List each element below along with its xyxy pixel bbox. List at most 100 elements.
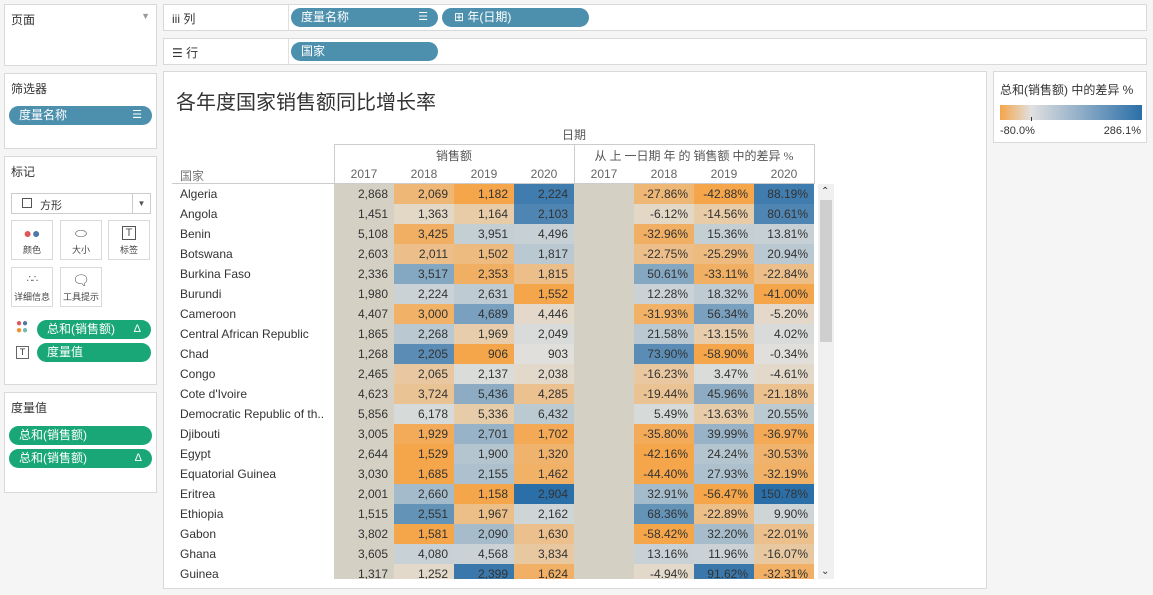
color-legend[interactable]: 总和(销售额) 中的差异 % -80.0% 286.1% [993,71,1147,143]
sales-cell[interactable]: 4,407 [334,304,394,324]
sales-cell[interactable]: 2,065 [394,364,454,384]
table-row[interactable]: Eritrea 2,001 2,660 1,158 2,904 32.91% -56.47%… [172,484,814,504]
sales-cell[interactable]: 2,011 [394,244,454,264]
table-row[interactable]: Ethiopia 1,515 2,551 1,967 2,162 68.36% -22.89… [172,504,814,524]
diff-cell[interactable] [574,264,634,284]
table-row[interactable]: Benin 5,108 3,425 3,951 4,496 -32.96% 15.36% 13… [172,224,814,244]
sales-cell[interactable]: 3,605 [334,544,394,564]
sales-cell[interactable]: 3,517 [394,264,454,284]
diff-cell[interactable] [574,244,634,264]
sales-cell[interactable]: 1,182 [454,184,514,204]
sales-cell[interactable]: 3,802 [334,524,394,544]
table-row[interactable]: Burkina Faso 2,336 3,517 2,353 1,815 50.61% -3… [172,264,814,284]
diff-cell[interactable]: 50.61% [634,264,694,284]
sales-cell[interactable]: 2,353 [454,264,514,284]
diff-cell[interactable]: -22.84% [754,264,814,284]
diff-cell[interactable]: 68.36% [634,504,694,524]
sales-cell[interactable]: 6,432 [514,404,574,424]
diff-cell[interactable] [574,464,634,484]
columns-shelf[interactable]: iii 列 度量名称 ☰ ⊞ 年(日期) [163,4,1147,31]
vertical-scrollbar[interactable]: ⌃ ⌄ [818,184,834,579]
diff-cell[interactable]: -16.23% [634,364,694,384]
diff-cell[interactable] [574,504,634,524]
diff-cell[interactable]: -32.96% [634,224,694,244]
diff-cell[interactable]: 4.02% [754,324,814,344]
sales-cell[interactable]: 4,568 [454,544,514,564]
detail-button[interactable]: ∴∴ 详细信息 [11,267,53,307]
sales-cell[interactable]: 2,155 [454,464,514,484]
sales-cell[interactable]: 1,980 [334,284,394,304]
sales-cell[interactable]: 1,158 [454,484,514,504]
diff-cell[interactable]: 13.81% [754,224,814,244]
pages-card[interactable]: 页面 ▼ [4,4,157,66]
sales-cell[interactable]: 2,631 [454,284,514,304]
diff-cell[interactable]: -25.29% [694,244,754,264]
sales-cell[interactable]: 3,425 [394,224,454,244]
diff-cell[interactable] [574,484,634,504]
diff-cell[interactable] [574,284,634,304]
sales-cell[interactable]: 5,108 [334,224,394,244]
diff-cell[interactable]: -16.07% [754,544,814,564]
diff-cell[interactable] [574,524,634,544]
diff-cell[interactable] [574,444,634,464]
sales-cell[interactable]: 2,644 [334,444,394,464]
sales-cell[interactable]: 2,603 [334,244,394,264]
diff-cell[interactable] [574,424,634,444]
diff-cell[interactable]: 3.47% [694,364,754,384]
size-button[interactable]: ⬭ 大小 [60,220,102,260]
sales-cell[interactable]: 3,030 [334,464,394,484]
table-row[interactable]: Guinea 1,317 1,252 2,399 1,624 -4.94% 91.62% -3… [172,564,814,579]
diff-cell[interactable]: -32.31% [754,564,814,579]
sales-cell[interactable]: 2,038 [514,364,574,384]
sales-cell[interactable]: 2,465 [334,364,394,384]
diff-cell[interactable]: 13.16% [634,544,694,564]
sales-cell[interactable]: 4,689 [454,304,514,324]
table-row[interactable]: Gabon 3,802 1,581 2,090 1,630 -58.42% 32.20% -2… [172,524,814,544]
sales-cell[interactable]: 2,399 [454,564,514,579]
sales-cell[interactable]: 2,205 [394,344,454,364]
diff-cell[interactable]: 91.62% [694,564,754,579]
diff-cell[interactable]: -4.61% [754,364,814,384]
table-row[interactable]: Equatorial Guinea 3,030 1,685 2,155 1,462 -44… [172,464,814,484]
filter-pill-measure-names[interactable]: 度量名称 ☰ [9,106,152,125]
diff-cell[interactable]: 80.61% [754,204,814,224]
rows-shelf[interactable]: ☰ 行 国家 [163,38,1147,65]
diff-cell[interactable]: -22.75% [634,244,694,264]
diff-cell[interactable]: -56.47% [694,484,754,504]
diff-cell[interactable] [574,364,634,384]
diff-cell[interactable]: 150.78% [754,484,814,504]
diff-cell[interactable]: 5.49% [634,404,694,424]
table-row[interactable]: Congo 2,465 2,065 2,137 2,038 -16.23% 3.47% -4.… [172,364,814,384]
sales-cell[interactable]: 2,904 [514,484,574,504]
sales-cell[interactable]: 2,162 [514,504,574,524]
sales-cell[interactable]: 1,552 [514,284,574,304]
sales-cell[interactable]: 1,702 [514,424,574,444]
sales-cell[interactable]: 1,515 [334,504,394,524]
diff-cell[interactable]: -36.97% [754,424,814,444]
table-row[interactable]: Cameroon 4,407 3,000 4,689 4,446 -31.93% 56.34… [172,304,814,324]
diff-cell[interactable]: -32.19% [754,464,814,484]
color-button[interactable]: ●● 颜色 [11,220,53,260]
diff-cell[interactable] [574,184,634,204]
mark-type-dropdown[interactable]: 方形 ▼ [11,193,151,214]
sales-cell[interactable]: 2,336 [334,264,394,284]
mark-pill-label[interactable]: 度量值 [37,343,151,362]
diff-cell[interactable] [574,204,634,224]
diff-cell[interactable]: -58.42% [634,524,694,544]
sales-cell[interactable]: 906 [454,344,514,364]
sales-cell[interactable]: 3,000 [394,304,454,324]
sales-cell[interactable]: 1,462 [514,464,574,484]
sales-cell[interactable]: 2,137 [454,364,514,384]
diff-cell[interactable]: 27.93% [694,464,754,484]
diff-cell[interactable]: 20.55% [754,404,814,424]
diff-cell[interactable]: -42.16% [634,444,694,464]
diff-cell[interactable]: 12.28% [634,284,694,304]
sales-cell[interactable]: 2,660 [394,484,454,504]
sales-cell[interactable]: 2,868 [334,184,394,204]
diff-cell[interactable]: 73.90% [634,344,694,364]
diff-cell[interactable]: -13.15% [694,324,754,344]
sales-cell[interactable]: 2,103 [514,204,574,224]
table-row[interactable]: Democratic Republic of th.. 5,856 6,178 5,3… [172,404,814,424]
sales-cell[interactable]: 2,049 [514,324,574,344]
sales-cell[interactable]: 5,336 [454,404,514,424]
